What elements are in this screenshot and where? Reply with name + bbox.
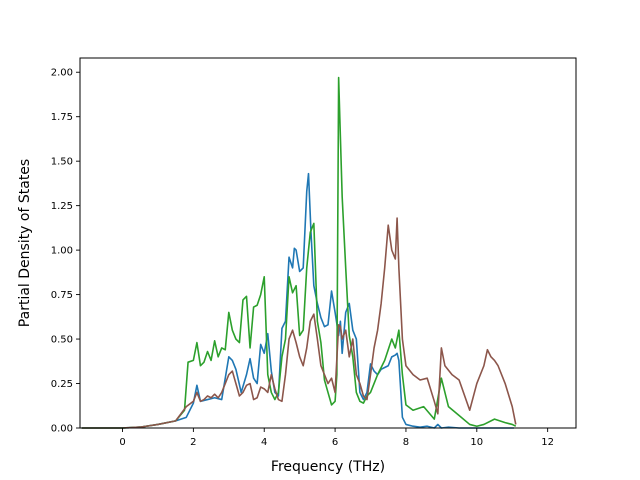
y-axis-ticks: 0.00 0.25 0.50 0.75 1.00 1.25 1.50 1.75 2.00: [51, 68, 80, 435]
y-tick-label: 0.25: [51, 379, 73, 390]
x-tick-label: 0: [119, 437, 125, 448]
y-tick-label: 2.00: [51, 68, 73, 79]
y-tick-label: 1.25: [51, 201, 73, 212]
y-tick-label: 1.75: [51, 112, 73, 123]
series-layer: [81, 76, 517, 429]
y-tick-label: 1.50: [51, 157, 73, 168]
x-axis-ticks: 0 2 4 6 8 10 12: [119, 428, 554, 448]
y-tick-label: 1.00: [51, 246, 73, 257]
x-tick-label: 10: [470, 437, 483, 448]
x-tick-label: 2: [190, 437, 196, 448]
series-line-2: [81, 76, 517, 429]
x-axis-label: Frequency (THz): [271, 459, 385, 475]
axes-frame: [79, 57, 577, 429]
x-tick-label: 12: [541, 437, 554, 448]
y-tick-label: 0.75: [51, 290, 73, 301]
x-tick-label: 8: [403, 437, 409, 448]
y-tick-label: 0.50: [51, 335, 73, 346]
y-axis-label: Partial Density of States: [17, 159, 33, 327]
x-tick-label: 4: [261, 437, 267, 448]
series-line-1: [81, 172, 514, 429]
y-tick-label: 0.00: [51, 424, 73, 435]
series-line-3: [81, 217, 517, 429]
x-tick-label: 6: [332, 437, 338, 448]
